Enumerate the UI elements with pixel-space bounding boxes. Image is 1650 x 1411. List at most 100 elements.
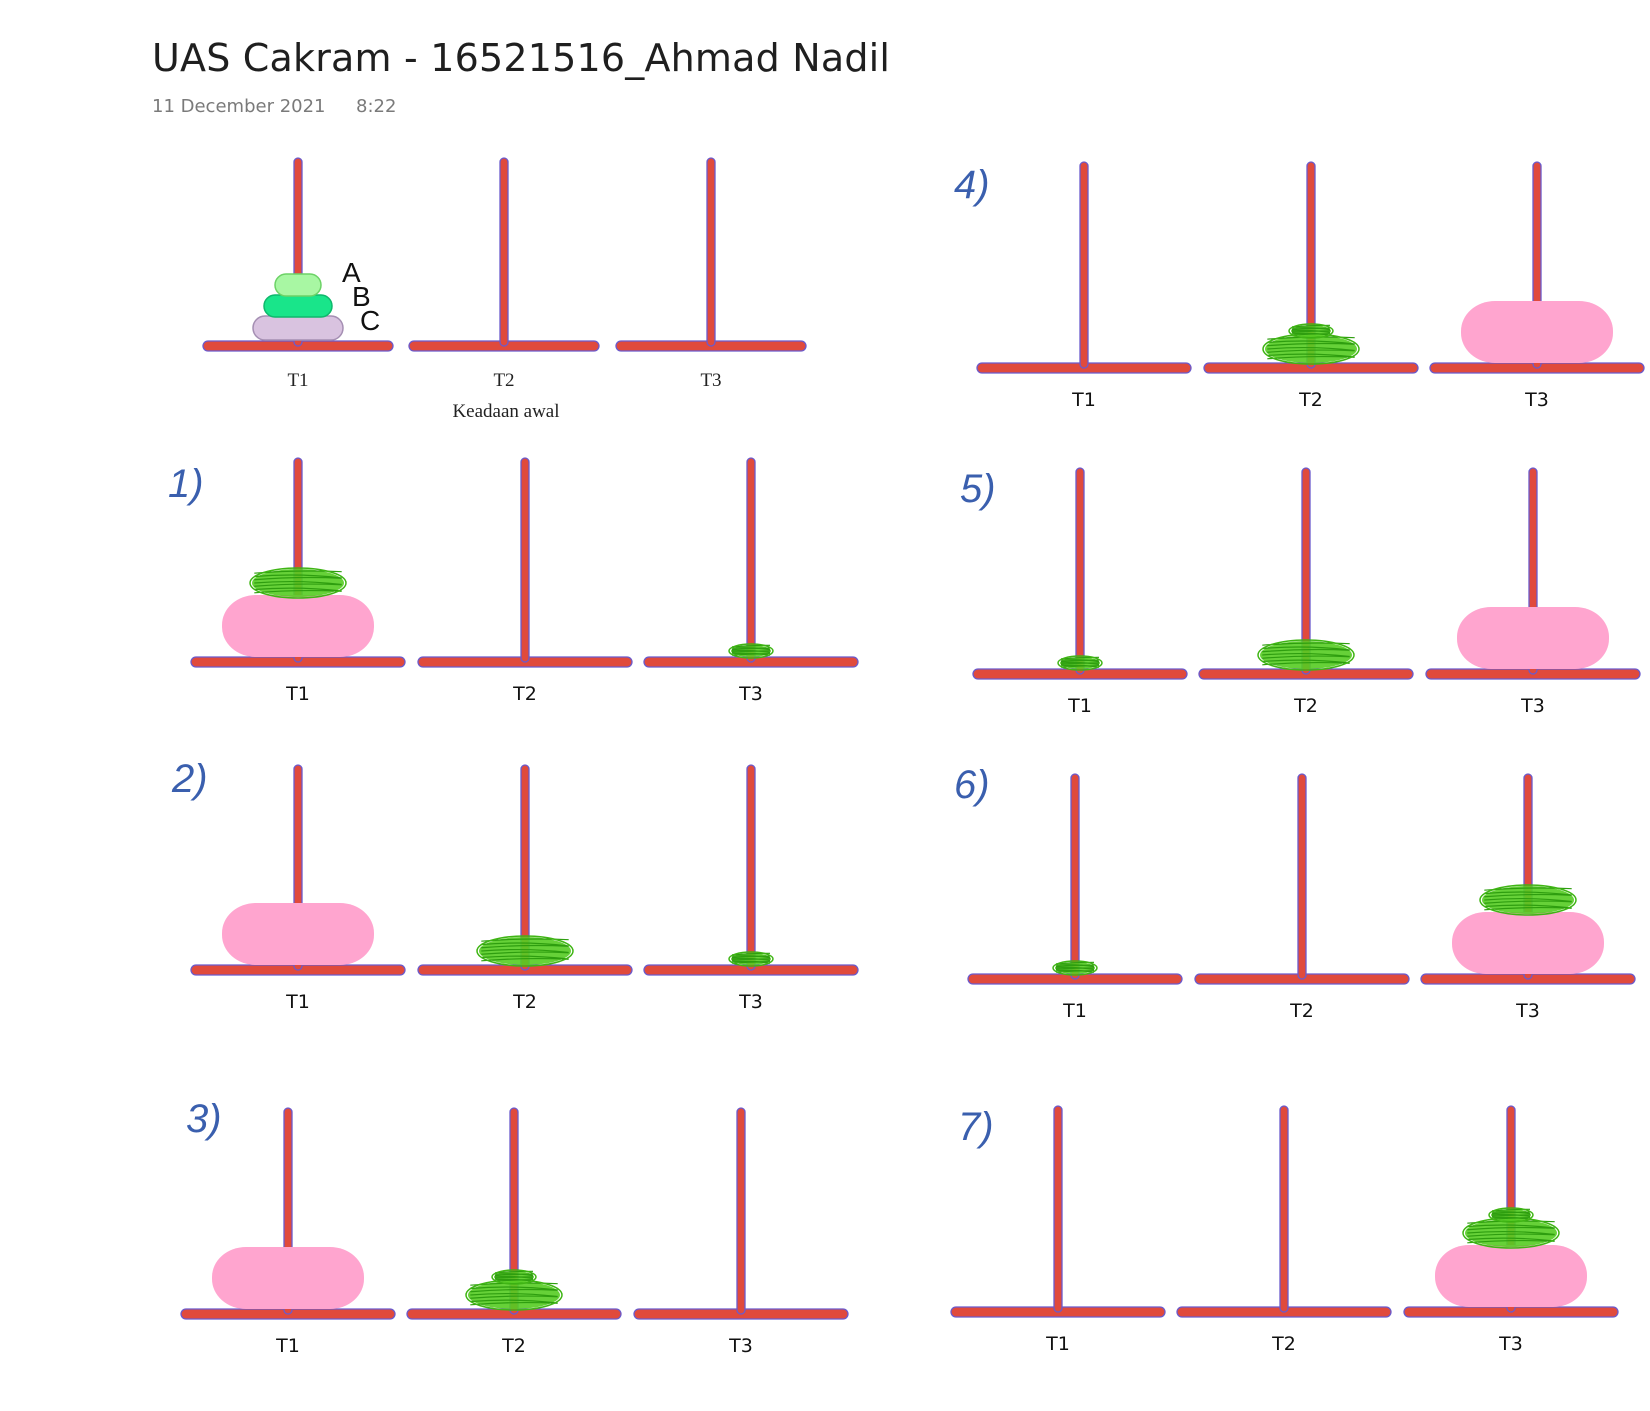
disk-large [1452,912,1604,974]
tower-label: T3 [738,683,763,705]
disk-small [1288,323,1334,339]
tower-2: T2 [1198,467,1414,717]
disk-letter-a: A [342,257,361,288]
tower-pole [1070,773,1080,980]
tower-2: T2 [1203,161,1419,411]
step-number: 4) [954,163,990,207]
panel-initial: T1 T2 T3 ABC Keadaan awal [202,157,807,422]
tower-label: T1 [1071,389,1096,411]
tower-pole [1306,161,1316,369]
tower-pole [1053,1105,1063,1313]
tower-label: T3 [1524,389,1549,411]
tower-pole [1075,467,1085,675]
tower-1: T1 [976,161,1192,411]
step-panel-4: 4) T1 T2 T3 [954,161,1645,411]
step-number: 7) [958,1105,994,1149]
tower-pole [520,764,530,971]
step-number: 6) [954,763,990,807]
disk-large [222,595,374,657]
step-panel-6: 6) T1 T2 T3 [954,763,1636,1022]
tower-2: T2 [417,457,633,705]
tower-pole [520,457,530,663]
tower-pole [736,1107,746,1315]
tower-1: T1 [180,1107,396,1357]
tower-3: T3 [643,764,859,1013]
disk-large [1461,301,1613,363]
tower-label: T3 [700,370,721,391]
disk-large [1457,607,1609,669]
step-panel-3: 3) T1 T2 T3 [180,1097,849,1357]
tower-1: T1 [190,457,406,705]
tower-label: T3 [1520,695,1545,717]
tower-pole [1279,1105,1289,1313]
tower-2: T2 [1194,773,1410,1022]
initial-caption: Keadaan awal [452,401,559,422]
tower-pole [1297,773,1307,980]
step-panel-2: 2) T1 T2 T3 [171,757,859,1013]
disk-small [1488,1207,1534,1223]
disk-small [728,951,774,967]
tower-1: T1 [967,773,1183,1022]
tower-label: T2 [512,683,537,705]
tower-label: T2 [1271,1333,1296,1355]
tower-label: T3 [728,1335,753,1357]
disk-medium [1479,884,1577,916]
tower-pole [746,457,756,663]
tower-label: T1 [285,683,310,705]
tower-label: T2 [512,991,537,1013]
disk-a [274,273,322,297]
tower-3: T3 [1403,1105,1619,1355]
disk-medium [476,935,574,967]
tower-label: T2 [1293,695,1318,717]
disk-small [491,1269,537,1285]
tower-3: T3 [1420,773,1636,1022]
tower-3: T3 [1425,467,1641,717]
disk-letter-b: B [352,281,371,312]
step-number: 1) [168,462,204,506]
tower-label: T1 [275,1335,300,1357]
tower-2: T2 [406,1107,622,1357]
tower-1: T1 [190,764,406,1013]
step-panel-7: 7) T1 T2 T3 [950,1105,1619,1355]
tower-2: T2 [1176,1105,1392,1355]
tower-1: T1 [202,157,394,391]
disk-letter-c: C [360,305,380,336]
tower-label: T3 [738,991,763,1013]
tower-label: T1 [1067,695,1092,717]
page-date: 11 December 2021 [152,96,326,117]
tower-label: T3 [1498,1333,1523,1355]
step-number: 5) [960,467,996,511]
step-number: 2) [171,757,208,801]
tower-2: T2 [408,157,600,391]
disk-medium [1257,639,1355,671]
tower-pole [1079,161,1089,369]
tower-1: T1 [950,1105,1166,1355]
tower-3: T3 [633,1107,849,1357]
tower-label: T1 [1045,1333,1070,1355]
tower-label: T2 [1289,1000,1314,1022]
tower-pole [509,1107,519,1315]
tower-pole [499,157,509,347]
tower-3: T3 [615,157,807,391]
disk-large [212,1247,364,1309]
disk-b [263,294,333,318]
disk-large [222,903,374,965]
tower-label: T1 [285,991,310,1013]
disk-small [1052,960,1098,976]
tower-3: T3 [643,457,859,705]
disk-c [252,315,344,341]
disk-medium [249,567,347,599]
step-panel-5: 5) T1 T2 T3 [960,467,1641,717]
tower-1: T1 [972,467,1188,717]
disk-small [728,643,774,659]
tower-label: T2 [493,370,514,391]
tower-label: T3 [1515,1000,1540,1022]
page-title: UAS Cakram - 16521516_Ahmad Nadil [152,36,891,80]
disk-large [1435,1245,1587,1307]
tower-pole [746,764,756,971]
tower-label: T2 [501,1335,526,1357]
step-number: 3) [186,1097,222,1141]
page-time: 8:22 [356,96,397,117]
tower-3: T3 [1429,161,1645,411]
